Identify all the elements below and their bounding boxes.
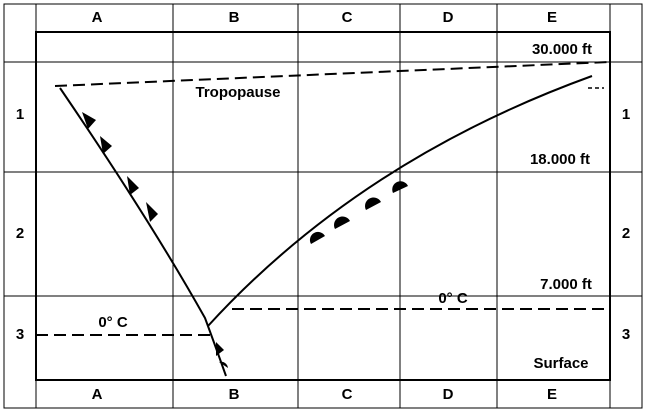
row-label: 2 bbox=[622, 225, 630, 242]
row-label: 1 bbox=[16, 106, 24, 123]
warm-front-symbols bbox=[219, 181, 408, 368]
freezing-label: 0° C bbox=[98, 314, 128, 331]
inner-frame bbox=[35, 31, 611, 381]
column-label: C bbox=[342, 386, 353, 403]
row-label: 1 bbox=[622, 106, 630, 123]
column-label: A bbox=[92, 9, 103, 26]
column-label: D bbox=[443, 386, 454, 403]
column-label: C bbox=[342, 9, 353, 26]
column-label: D bbox=[443, 9, 454, 26]
warm-front bbox=[207, 75, 593, 327]
outer-border bbox=[3, 3, 643, 409]
altitude-label: 30.000 ft bbox=[532, 41, 592, 58]
column-label: E bbox=[547, 9, 557, 26]
row-label: 2 bbox=[16, 225, 24, 242]
tropopause-line bbox=[54, 61, 609, 87]
row-label: 3 bbox=[622, 326, 630, 343]
freezing-label: 0° C bbox=[438, 290, 468, 307]
column-label: B bbox=[229, 386, 240, 403]
altitude-label: 18.000 ft bbox=[530, 151, 590, 168]
column-label: A bbox=[92, 386, 103, 403]
cold-front bbox=[59, 87, 227, 377]
tropopause-label: Tropopause bbox=[195, 84, 280, 101]
column-label: B bbox=[229, 9, 240, 26]
row-label: 3 bbox=[16, 326, 24, 343]
altitude-label: 7.000 ft bbox=[540, 276, 592, 293]
cold-front-symbols bbox=[82, 112, 224, 356]
altitude-label: Surface bbox=[533, 355, 588, 372]
column-label: E bbox=[547, 386, 557, 403]
